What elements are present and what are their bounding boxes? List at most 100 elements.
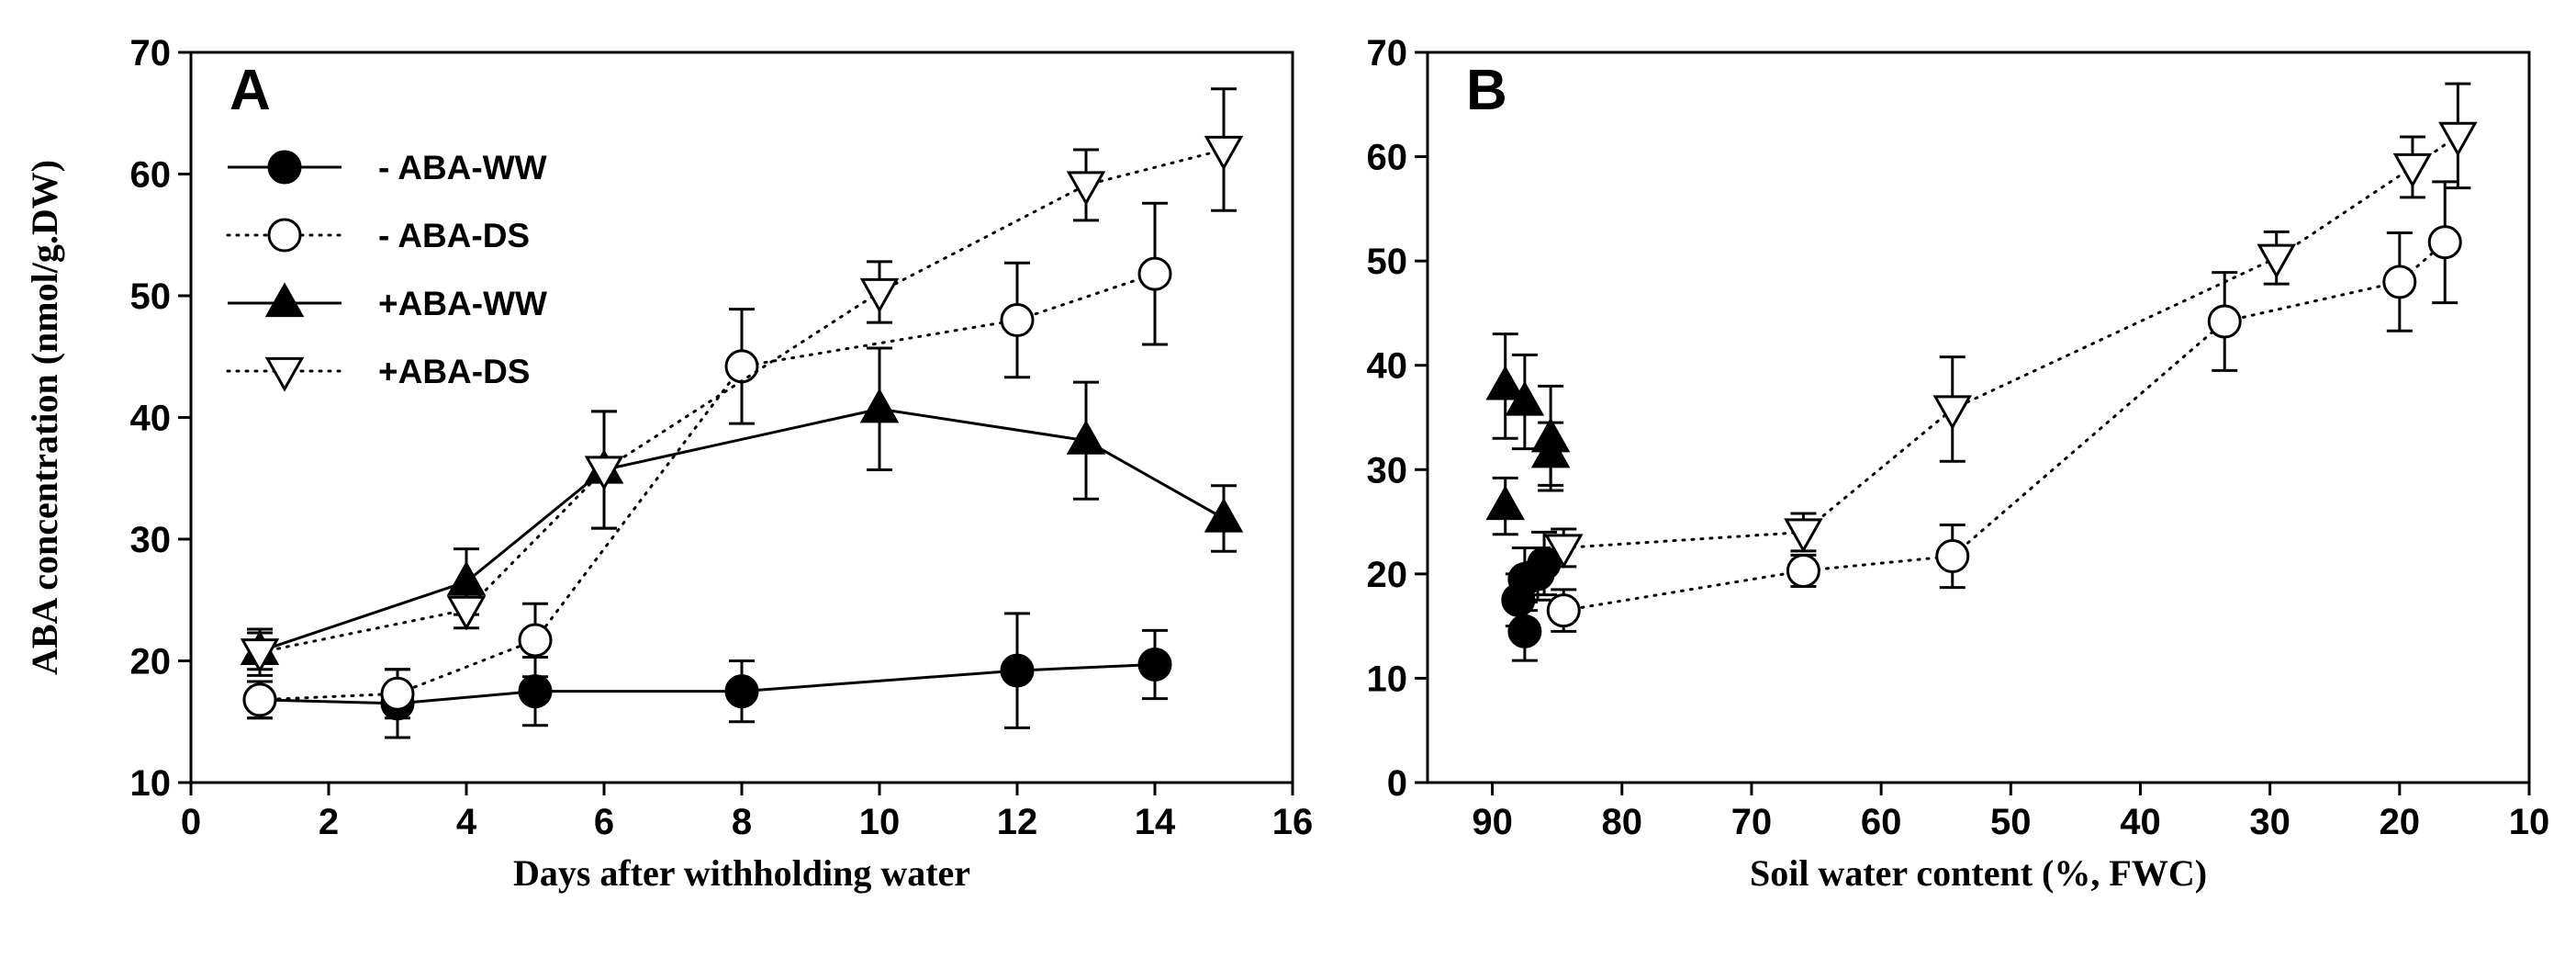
series-line xyxy=(258,148,1226,654)
x-tick-label: 4 xyxy=(456,802,477,842)
data-point xyxy=(859,388,900,423)
y-tick-label: 20 xyxy=(130,642,172,682)
x-tick-label: 20 xyxy=(2380,802,2421,842)
x-tick-label: 8 xyxy=(732,802,752,842)
x-tick-label: 12 xyxy=(997,802,1038,842)
data-point xyxy=(2382,265,2417,299)
series-line xyxy=(258,272,1157,702)
legend-marker-aba-ds xyxy=(264,356,305,392)
data-point xyxy=(1543,534,1584,569)
x-tick-label: 10 xyxy=(2509,802,2550,842)
data-point xyxy=(1137,256,1172,291)
y-tick-label: 10 xyxy=(130,763,172,804)
y-tick-label: 30 xyxy=(130,520,172,560)
x-tick-label: 30 xyxy=(2249,802,2290,842)
data-point xyxy=(724,674,759,709)
x-tick-label: 90 xyxy=(1472,802,1513,842)
data-point xyxy=(242,682,277,717)
data-point xyxy=(2427,225,2462,260)
y-tick-label: 60 xyxy=(1367,138,1408,178)
x-tick-label: 2 xyxy=(319,802,339,842)
series-aba-ds xyxy=(240,87,1244,677)
legend-label: - ABA-DS xyxy=(378,217,530,254)
series-line xyxy=(259,407,1225,653)
x-axis-title: Days after withholding water xyxy=(513,852,970,894)
data-point xyxy=(1485,365,1525,400)
data-point xyxy=(1066,420,1106,455)
data-point xyxy=(1204,497,1244,533)
x-axis-title: Soil water content (%, FWC) xyxy=(1750,852,2207,894)
series-aba-ww xyxy=(242,612,1172,739)
data-point xyxy=(2207,304,2242,339)
data-point xyxy=(1527,547,1562,580)
data-point xyxy=(1546,593,1581,628)
series-aba-ds xyxy=(1543,82,2478,569)
y-tick-label: 30 xyxy=(1367,450,1408,490)
legend-label: +ABA-WW xyxy=(378,285,547,322)
y-axis-title: ABA concentration (nmol/g.DW) xyxy=(24,160,65,675)
y-tick-label: 10 xyxy=(1367,659,1408,699)
y-tick-label: 0 xyxy=(1387,763,1407,804)
data-point xyxy=(446,595,487,631)
data-point xyxy=(1066,171,1106,207)
series-aba-ww xyxy=(1485,332,1571,536)
x-tick-label: 70 xyxy=(1731,802,1773,842)
data-point xyxy=(1786,553,1820,588)
y-tick-label: 70 xyxy=(1367,33,1408,73)
y-tick-label: 50 xyxy=(1367,242,1408,282)
data-point xyxy=(240,638,280,673)
x-tick-label: 0 xyxy=(181,802,201,842)
data-point xyxy=(1935,539,1970,574)
plot-frame xyxy=(1426,51,2531,784)
series-aba-ds xyxy=(1546,180,2462,633)
x-tick-label: 40 xyxy=(2120,802,2161,842)
data-point xyxy=(518,674,553,709)
data-point xyxy=(584,456,624,491)
x-tick-label: 6 xyxy=(594,802,614,842)
legend-label: - ABA-WW xyxy=(378,149,547,186)
data-point xyxy=(2392,152,2433,188)
series-aba-ds xyxy=(242,201,1172,720)
series-line xyxy=(259,662,1156,705)
data-point xyxy=(1485,485,1525,521)
data-point xyxy=(2257,243,2296,279)
legend-label: +ABA-DS xyxy=(378,353,531,390)
y-tick-label: 70 xyxy=(130,33,172,73)
data-point xyxy=(1932,395,1973,431)
panel-label: B xyxy=(1466,59,1507,122)
data-point xyxy=(1204,135,1244,171)
legend-marker-aba-ww xyxy=(264,282,305,318)
y-tick-label: 60 xyxy=(130,155,172,196)
data-point xyxy=(1530,433,1571,468)
x-tick-label: 60 xyxy=(1861,802,1902,842)
y-tick-label: 20 xyxy=(1367,555,1408,595)
legend-marker-aba-ds xyxy=(267,218,302,253)
data-point xyxy=(446,560,487,596)
series-aba-ww xyxy=(1501,530,1562,662)
y-tick-label: 40 xyxy=(1367,346,1408,387)
data-point xyxy=(1000,653,1035,688)
panel-a: 0 2 4 6 8 10 12 14 16 10 20 30 40 50 60 70 Days after wi… xyxy=(24,33,1313,894)
x-tick-label: 16 xyxy=(1272,802,1314,842)
data-point xyxy=(518,623,553,658)
series-line xyxy=(1562,134,2459,549)
x-tick-label: 14 xyxy=(1135,802,1176,842)
data-point xyxy=(1000,303,1035,337)
data-point xyxy=(859,277,900,313)
series-line xyxy=(1562,241,2447,613)
panel-label: A xyxy=(230,59,271,122)
data-point xyxy=(1505,380,1545,416)
data-point xyxy=(380,676,415,711)
data-point xyxy=(1784,518,1823,554)
y-tick-label: 50 xyxy=(130,276,172,317)
data-point xyxy=(1507,614,1542,648)
x-tick-label: 80 xyxy=(1602,802,1643,842)
legend-marker-aba-ww xyxy=(267,150,302,185)
data-point xyxy=(724,349,759,384)
data-point xyxy=(2438,121,2478,157)
y-tick-label: 40 xyxy=(130,399,172,439)
x-tick-label: 10 xyxy=(859,802,901,842)
x-tick-label: 50 xyxy=(1990,802,2032,842)
panel-b: 90 80 70 60 50 40 30 20 10 0 10 20 30 40 50 60 70 Soil wa… xyxy=(1367,33,2550,894)
